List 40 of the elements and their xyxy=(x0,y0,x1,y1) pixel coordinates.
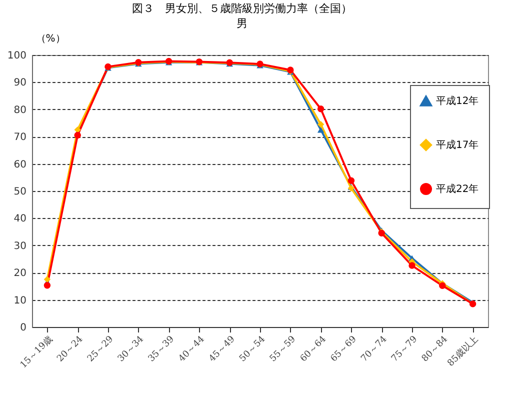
x-tick-label: 65～69 xyxy=(329,334,359,364)
x-tick-label: 50～54 xyxy=(238,334,268,364)
legend-label: 平成12年 xyxy=(436,95,479,107)
y-tick-label: 30 xyxy=(14,240,26,252)
x-tick-label: 15～19歳 xyxy=(18,334,55,370)
point xyxy=(439,282,446,290)
y-tick-label: 90 xyxy=(14,78,26,89)
chart-subtitle: 男 xyxy=(236,17,248,30)
x-tick-label: 45～49 xyxy=(208,334,238,364)
point xyxy=(408,262,416,269)
x-tick-label: 20～24 xyxy=(56,334,86,364)
point xyxy=(317,126,324,133)
x-tick-label: 35～39 xyxy=(146,334,177,364)
point xyxy=(317,121,324,128)
x-tick-label: 55～59 xyxy=(268,334,298,364)
legend-label: 平成22年 xyxy=(436,183,479,195)
point xyxy=(348,177,355,184)
y-tick-label: 40 xyxy=(14,214,26,225)
point xyxy=(317,106,324,112)
y-tick-label: 70 xyxy=(14,132,26,144)
point xyxy=(44,282,51,289)
legend-label: 平成17年 xyxy=(436,139,479,151)
y-tick-label: 100 xyxy=(7,50,26,62)
y-tick-label: 20 xyxy=(14,268,26,280)
y-tick-label: 80 xyxy=(14,104,26,116)
x-tick-label: 60～64 xyxy=(298,334,329,364)
x-tick-label: 40～44 xyxy=(177,334,207,364)
y-tick-label: 0 xyxy=(20,322,26,334)
x-tick-label: 75～79 xyxy=(390,334,420,364)
y-tick-label: 60 xyxy=(14,159,26,170)
x-tick-label: 30～34 xyxy=(116,334,146,364)
point xyxy=(44,276,51,283)
y-tick-label: 50 xyxy=(14,186,26,198)
y-axis-title: （%） xyxy=(36,34,66,44)
point xyxy=(74,132,81,139)
x-tick-label: 25～29 xyxy=(86,334,116,364)
chart-title: 図３ 男女別、５歳階級別労働力率（全国） xyxy=(132,2,352,15)
y-tick-label: 10 xyxy=(14,295,26,306)
x-tick-label: 70～74 xyxy=(360,334,390,364)
point xyxy=(74,126,81,134)
